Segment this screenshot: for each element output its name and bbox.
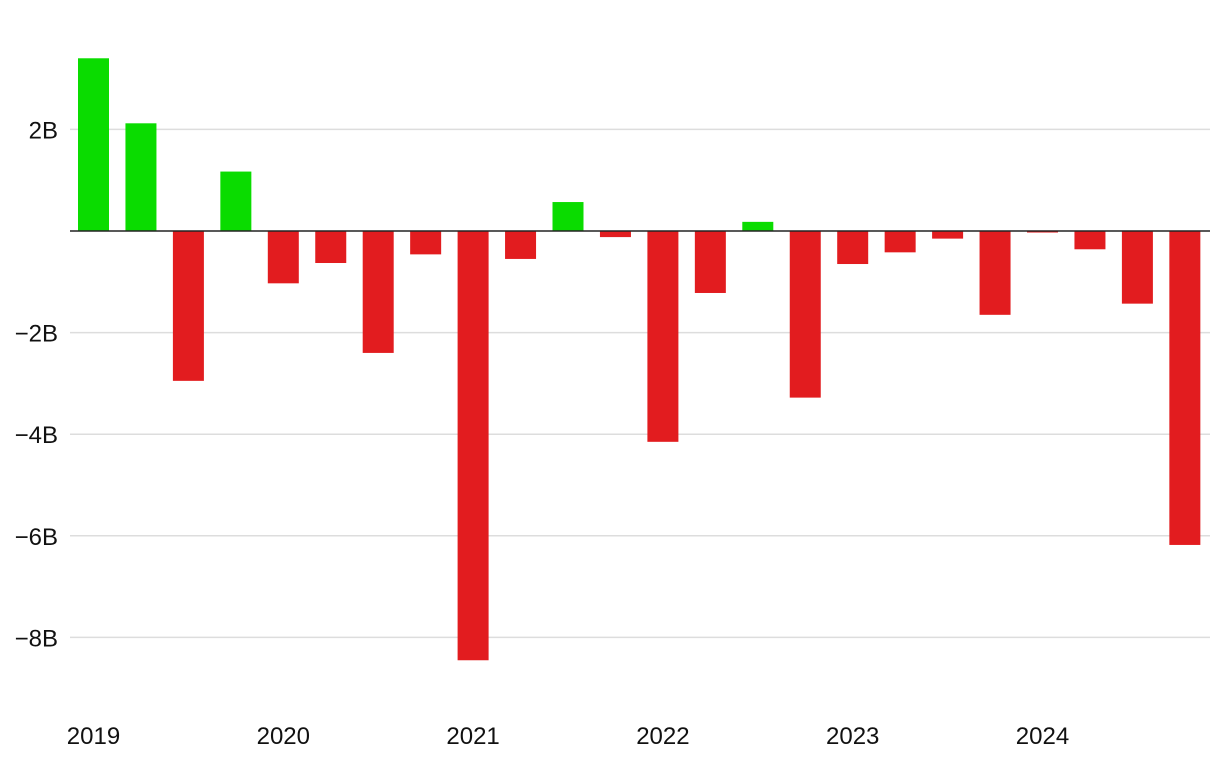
- bar-3: [172, 231, 204, 381]
- bar-15: [742, 221, 774, 231]
- bar-16: [789, 231, 821, 398]
- x-tick-label: 2019: [67, 723, 120, 750]
- bar-23: [1121, 231, 1153, 304]
- bar-8: [410, 231, 442, 255]
- bar-2: [125, 123, 157, 231]
- y-tick-label: −4B: [15, 422, 58, 449]
- bar-1: [78, 58, 109, 231]
- bar-6: [315, 231, 347, 264]
- bar-4: [220, 171, 252, 231]
- x-tick-label: 2024: [1016, 723, 1069, 750]
- bar-7: [362, 231, 394, 353]
- bar-18: [884, 231, 916, 253]
- bar-19: [932, 231, 964, 239]
- y-tick-label: −6B: [15, 524, 58, 551]
- grid-lines: [70, 128, 1210, 639]
- x-tick-label: 2022: [636, 723, 689, 750]
- bar-17: [837, 231, 869, 265]
- x-tick-label: 2021: [446, 723, 499, 750]
- x-tick-label: 2020: [257, 723, 310, 750]
- y-tick-label: 2B: [29, 117, 58, 144]
- bar-12: [599, 231, 631, 238]
- x-tick-label: 2023: [826, 723, 879, 750]
- bar-24: [1169, 231, 1201, 545]
- bar-21: [1027, 231, 1058, 233]
- bar-10: [505, 231, 537, 259]
- bar-9: [457, 231, 489, 661]
- bars: [78, 58, 1201, 661]
- bar-20: [979, 231, 1011, 315]
- y-axis-ticks: 2B −2B −4B −6B −8B: [15, 117, 58, 652]
- bar-11: [552, 202, 584, 231]
- bar-14: [694, 231, 726, 293]
- bar-13: [647, 231, 679, 442]
- x-axis-ticks: 2019 2020 2021 2022 2023 2024: [67, 723, 1069, 750]
- bar-5: [267, 231, 299, 284]
- bar-22: [1074, 231, 1106, 250]
- y-tick-label: −2B: [15, 321, 58, 348]
- y-tick-label: −8B: [15, 625, 58, 652]
